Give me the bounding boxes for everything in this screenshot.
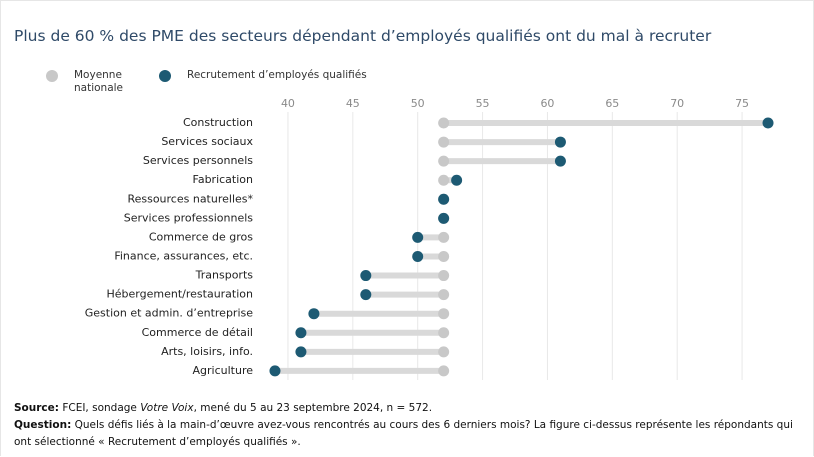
source-text: , mené du 5 au 23 septembre 2024, n = 57… [193, 402, 433, 414]
dot [295, 346, 307, 358]
source: Source: FCEI, sondage Votre Voix, mené d… [14, 400, 804, 417]
dot [438, 174, 450, 186]
x-tick-label: 45 [346, 97, 360, 110]
dot [438, 346, 450, 358]
dot [295, 327, 307, 339]
legend-item: Moyenne nationale [46, 69, 154, 95]
y-tick-label: Agriculture [193, 364, 254, 377]
x-tick-label: 55 [476, 97, 490, 110]
dot [438, 270, 450, 282]
dot [554, 155, 566, 167]
legend-swatch [159, 70, 171, 82]
dot [360, 270, 372, 282]
y-tick-label: Services professionnels [124, 211, 254, 224]
y-tick-label: Construction [183, 116, 253, 129]
x-tick-label: 50 [411, 97, 425, 110]
dot [360, 289, 372, 301]
y-tick-label: Transports [195, 269, 254, 282]
x-tick-label: 65 [605, 97, 619, 110]
y-tick-label: Commerce de gros [149, 230, 253, 243]
y-tick-label: Services personnels [143, 154, 253, 167]
dot [438, 308, 450, 320]
x-tick-label: 60 [540, 97, 554, 110]
legend-swatch [46, 70, 58, 82]
source-text: FCEI, sondage [58, 402, 141, 414]
dot [762, 117, 774, 129]
dot [438, 231, 450, 243]
chart-title: Plus de 60 % des PME des secteurs dépend… [14, 27, 712, 45]
legend-item: Recrutement d’employés qualifiés [159, 69, 367, 82]
x-tick-label: 40 [281, 97, 295, 110]
dot [451, 174, 463, 186]
y-tick-label: Arts, loisirs, info. [161, 345, 253, 358]
y-tick-label: Hébergement/restauration [107, 288, 254, 301]
x-tick-label: 70 [670, 97, 684, 110]
dot [438, 193, 450, 205]
question-text: Quels défis liés à la main-d’œuvre avez-… [14, 419, 793, 448]
dot [438, 289, 450, 301]
y-tick-label: Fabrication [193, 173, 254, 186]
dot [412, 231, 424, 243]
dot [412, 250, 424, 262]
chart: 40 45 50 55 60 65 70 75 Construction Services soc… [85, 97, 774, 380]
dot [308, 308, 320, 320]
dot [438, 117, 450, 129]
footer: Source: FCEI, sondage Votre Voix, mené d… [14, 400, 804, 451]
dot [438, 327, 450, 339]
dot [438, 155, 450, 167]
y-tick-label: Ressources naturelles* [127, 192, 253, 205]
dot [554, 136, 566, 148]
y-tick-label: Gestion et admin. d’entreprise [85, 307, 253, 320]
y-tick-label: Commerce de détail [142, 326, 253, 339]
source-text: Votre Voix [140, 402, 194, 414]
dot [438, 365, 450, 377]
y-tick-label: Finance, assurances, etc. [114, 249, 253, 262]
question: Question: Quels défis liés à la main-d’œ… [14, 417, 804, 451]
legend-label: Recrutement d’employés qualifiés [187, 69, 367, 81]
y-tick-label: Services sociaux [161, 135, 253, 148]
dot [438, 250, 450, 262]
dot [438, 212, 450, 224]
question-label: Question: [14, 419, 72, 431]
source-label: Source: [14, 402, 59, 414]
legend-label: Moyenne nationale [74, 69, 124, 94]
dot [438, 136, 450, 148]
x-tick-label: 75 [735, 97, 749, 110]
dot [269, 365, 281, 377]
